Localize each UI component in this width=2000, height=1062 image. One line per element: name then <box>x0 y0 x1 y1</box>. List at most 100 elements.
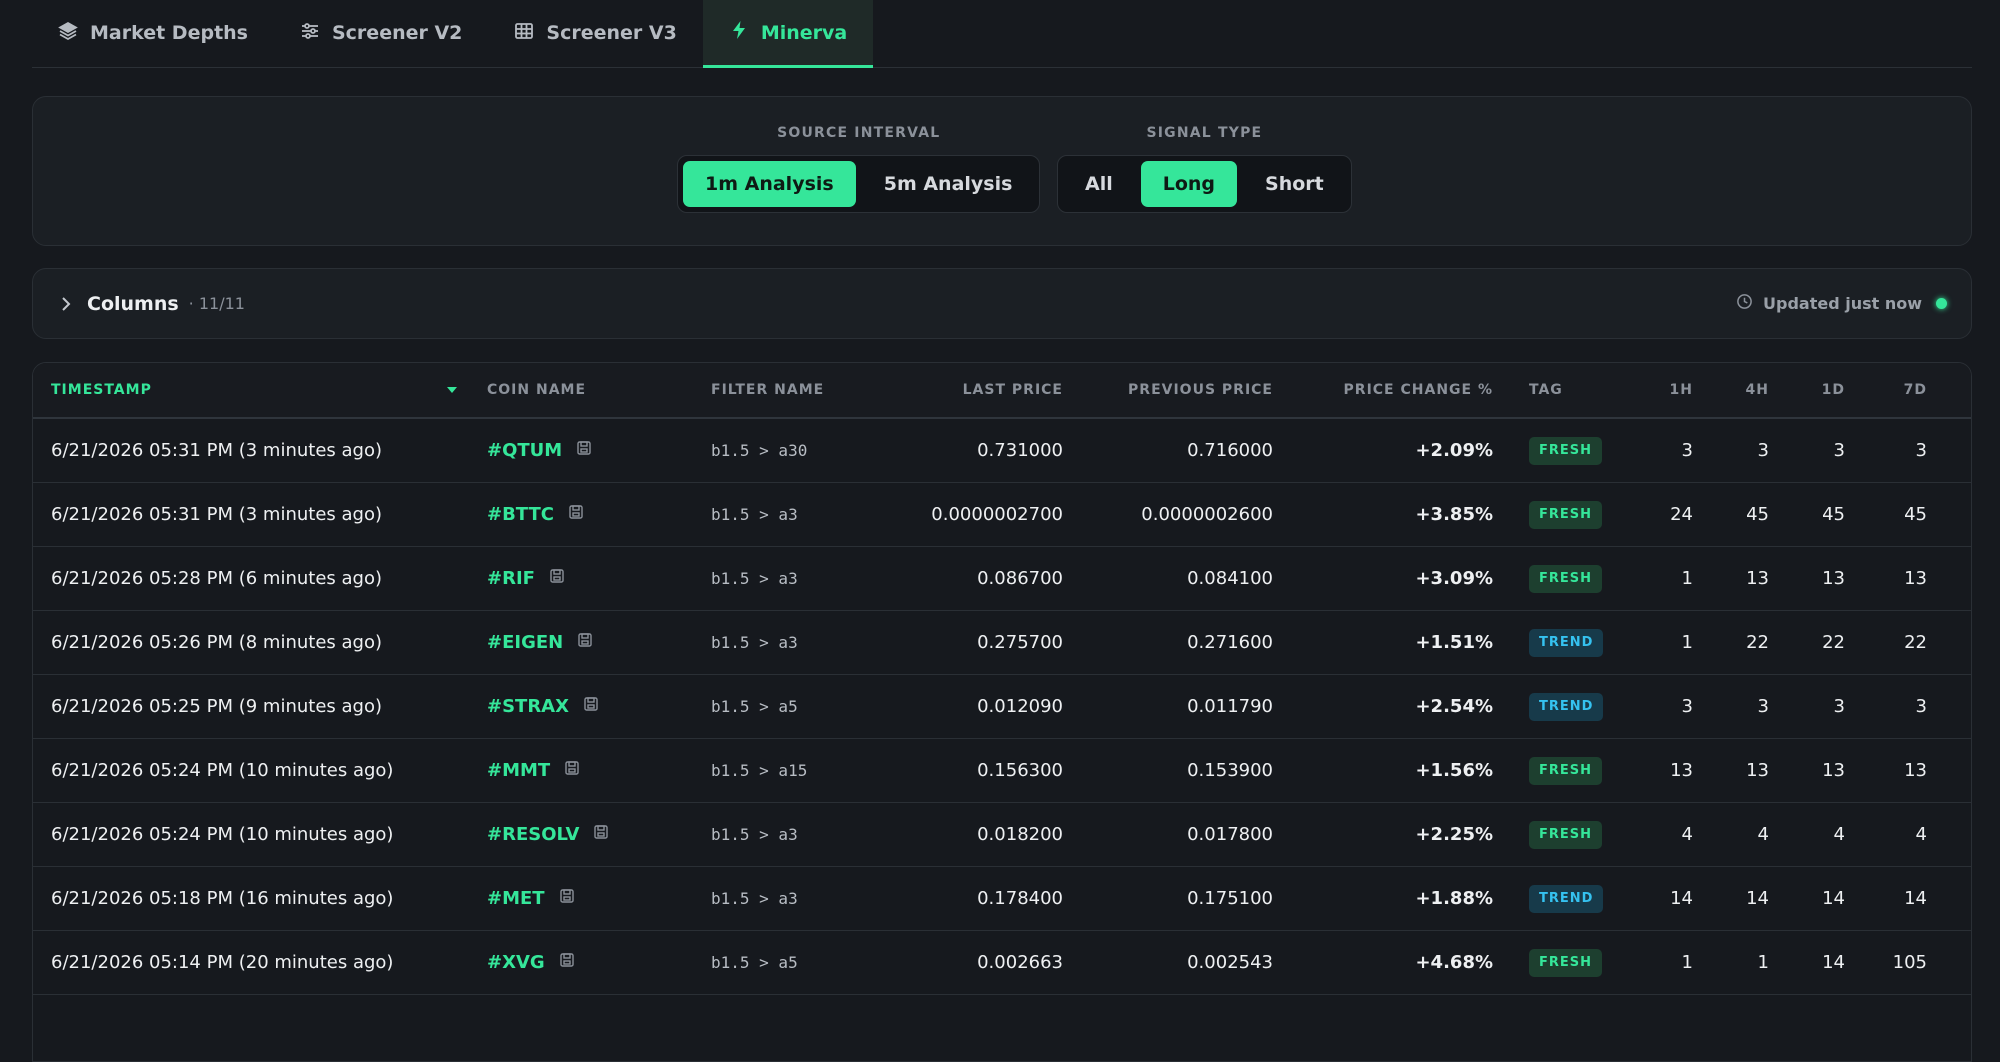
save-icon[interactable] <box>559 888 575 909</box>
update-status: Updated just now <box>1736 293 1947 314</box>
header-1h[interactable]: 1H <box>1669 382 1693 398</box>
table-row[interactable]: 6/21/2026 05:28 PM (6 minutes ago) #RIF b1… <box>33 547 1971 611</box>
cell-1d: 22 <box>1822 632 1845 653</box>
table-row[interactable]: 6/21/2026 05:25 PM (9 minutes ago) #STRAX… <box>33 675 1971 739</box>
tag-badge: FRESH <box>1529 564 1603 593</box>
save-icon[interactable] <box>576 440 592 461</box>
cell-filter: b1.5 > a15 <box>711 761 808 780</box>
tab-market-depths[interactable]: Market Depths <box>32 0 274 66</box>
tab-screener-v3[interactable]: Screener V3 <box>488 0 702 66</box>
cell-coin: #XVG <box>487 931 687 994</box>
cell-1d: 14 <box>1822 952 1845 973</box>
header-previous-price[interactable]: PREVIOUS PRICE <box>1128 382 1273 398</box>
table-row[interactable]: 6/21/2026 05:14 PM (20 minutes ago) #XVG b… <box>33 931 1971 995</box>
header-price-change[interactable]: PRICE CHANGE % <box>1343 382 1493 398</box>
coin-name[interactable]: #XVG <box>487 952 545 973</box>
save-icon[interactable] <box>583 696 599 717</box>
coin-name[interactable]: #BTTC <box>487 504 554 525</box>
table-row[interactable]: 6/21/2026 05:24 PM (10 minutes ago) #MMT b… <box>33 739 1971 803</box>
cell-7d: 3 <box>1915 696 1927 717</box>
tag-badge: FRESH <box>1529 820 1603 849</box>
cell-last-price: 0.086700 <box>977 568 1063 589</box>
coin-name[interactable]: #MMT <box>487 760 551 781</box>
cell-timestamp: 6/21/2026 05:25 PM (9 minutes ago) <box>51 696 382 717</box>
save-icon[interactable] <box>549 568 565 589</box>
coin-link[interactable]: #RESOLV <box>487 824 609 845</box>
cell-previous-price: 0.002543 <box>1187 952 1273 973</box>
header-7d[interactable]: 7D <box>1903 382 1927 398</box>
app-root: Market Depths Screener V2 Screener V3 Mi… <box>32 0 1972 1062</box>
cell-coin: #QTUM <box>487 419 687 482</box>
cell-4h: 13 <box>1746 760 1769 781</box>
cell-last-price: 0.018200 <box>977 824 1063 845</box>
cell-7d: 13 <box>1904 568 1927 589</box>
coin-name[interactable]: #STRAX <box>487 696 569 717</box>
coin-name[interactable]: #QTUM <box>487 440 563 461</box>
columns-title: Columns <box>87 292 179 315</box>
coin-name[interactable]: #RESOLV <box>487 824 580 845</box>
table-row[interactable]: 6/21/2026 05:24 PM (10 minutes ago) #RESO… <box>33 803 1971 867</box>
cell-tag: TREND <box>1529 675 1629 738</box>
cell-1h: 14 <box>1670 888 1693 909</box>
coin-name[interactable]: #RIF <box>487 568 535 589</box>
coin-link[interactable]: #EIGEN <box>487 632 593 653</box>
cell-1d: 4 <box>1833 824 1845 845</box>
chevron-right-icon[interactable] <box>57 295 75 313</box>
interval-1m-button[interactable]: 1m Analysis <box>683 161 856 207</box>
cell-1h: 1 <box>1681 632 1693 653</box>
interval-5m-button[interactable]: 5m Analysis <box>883 173 1013 195</box>
header-filter-name[interactable]: FILTER NAME <box>711 382 825 398</box>
cell-1d: 13 <box>1822 568 1845 589</box>
header-coin-name[interactable]: COIN NAME <box>487 382 587 398</box>
coin-link[interactable]: #STRAX <box>487 696 599 717</box>
cell-price-change: +2.54% <box>1415 696 1493 717</box>
tag-badge: TREND <box>1529 692 1604 721</box>
source-interval-label: SOURCE INTERVAL <box>777 125 941 141</box>
signal-all-button[interactable]: All <box>1085 173 1113 195</box>
columns-bar[interactable]: Columns · 11/11 Updated just now <box>32 268 1972 339</box>
coin-link[interactable]: #XVG <box>487 952 575 973</box>
table-row[interactable]: 6/21/2026 05:26 PM (8 minutes ago) #EIGEN… <box>33 611 1971 675</box>
cell-price-change: +2.25% <box>1415 824 1493 845</box>
header-tag[interactable]: TAG <box>1529 382 1563 398</box>
coin-name[interactable]: #EIGEN <box>487 632 564 653</box>
cell-tag: FRESH <box>1529 483 1629 546</box>
save-icon[interactable] <box>593 824 609 845</box>
cell-timestamp: 6/21/2026 05:18 PM (16 minutes ago) <box>51 888 394 909</box>
header-last-price[interactable]: LAST PRICE <box>962 382 1063 398</box>
save-icon[interactable] <box>564 760 580 781</box>
tag-badge: TREND <box>1529 884 1604 913</box>
cell-previous-price: 0.271600 <box>1187 632 1273 653</box>
cell-4h: 3 <box>1757 440 1769 461</box>
coin-link[interactable]: #RIF <box>487 568 565 589</box>
sort-desc-icon[interactable] <box>446 363 466 417</box>
cell-1d: 3 <box>1833 696 1845 717</box>
cell-4h: 22 <box>1746 632 1769 653</box>
header-4h[interactable]: 4H <box>1745 382 1769 398</box>
cell-tag: FRESH <box>1529 419 1629 482</box>
tag-badge: FRESH <box>1529 500 1603 529</box>
tab-minerva[interactable]: Minerva <box>702 0 874 68</box>
header-timestamp[interactable]: TIMESTAMP <box>51 382 152 398</box>
table-row[interactable]: 6/21/2026 05:31 PM (3 minutes ago) #QTUM b… <box>33 419 1971 483</box>
coin-link[interactable]: #MET <box>487 888 575 909</box>
save-icon[interactable] <box>559 952 575 973</box>
coin-name[interactable]: #MET <box>487 888 545 909</box>
signal-long-button[interactable]: Long <box>1140 161 1238 207</box>
coin-link[interactable]: #MMT <box>487 760 580 781</box>
table-row[interactable]: 6/21/2026 05:18 PM (16 minutes ago) #MET b… <box>33 867 1971 931</box>
save-icon[interactable] <box>568 504 584 525</box>
coin-link[interactable]: #QTUM <box>487 440 592 461</box>
tag-badge: FRESH <box>1529 756 1603 785</box>
cell-tag: FRESH <box>1529 803 1629 866</box>
save-icon[interactable] <box>577 632 593 653</box>
cell-4h: 45 <box>1746 504 1769 525</box>
signal-short-button[interactable]: Short <box>1265 173 1324 195</box>
cell-filter: b1.5 > a5 <box>711 697 798 716</box>
table-row[interactable]: 6/21/2026 05:31 PM (3 minutes ago) #BTTC b… <box>33 483 1971 547</box>
coin-link[interactable]: #BTTC <box>487 504 584 525</box>
header-1d[interactable]: 1D <box>1821 382 1845 398</box>
cell-coin: #BTTC <box>487 483 687 546</box>
tab-screener-v2[interactable]: Screener V2 <box>274 0 488 66</box>
signals-table: TIMESTAMP COIN NAME FILTER NAME LAST PRI… <box>32 362 1972 1062</box>
